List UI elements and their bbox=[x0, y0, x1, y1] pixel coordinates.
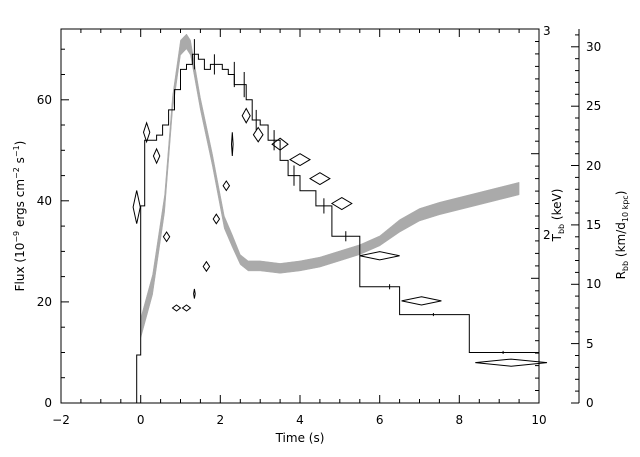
plot-content bbox=[132, 33, 548, 403]
temperature-tick-label: 2 bbox=[543, 228, 551, 242]
radius-diamond bbox=[289, 153, 311, 167]
radius-tick-label: 15 bbox=[586, 218, 601, 232]
radius-tick-label: 30 bbox=[586, 40, 601, 54]
x-tick-label: 2 bbox=[216, 413, 224, 427]
radius-diamond bbox=[222, 180, 231, 192]
x-tick-label: 10 bbox=[531, 413, 546, 427]
flux-histogram bbox=[136, 53, 539, 403]
y-left-tick-label: 20 bbox=[37, 295, 52, 309]
radius-diamond bbox=[142, 121, 151, 144]
radius-diamond bbox=[212, 213, 221, 225]
axis-ticks bbox=[60, 28, 579, 404]
radius-diamond bbox=[252, 126, 264, 143]
x-tick-label: 8 bbox=[455, 413, 463, 427]
radius-diamond bbox=[162, 231, 171, 243]
radius-tick-label: 0 bbox=[586, 396, 594, 410]
temperature-axis-title: Tbb (keV) bbox=[550, 189, 566, 243]
y-left-tick-label: 40 bbox=[37, 194, 52, 208]
radius-diamond bbox=[152, 147, 161, 165]
radius-diamond bbox=[202, 260, 211, 273]
radius-diamond bbox=[359, 251, 400, 261]
y-left-axis-title: Flux (10−9 ergs cm−2 s−1) bbox=[12, 141, 27, 292]
x-tick-label: 0 bbox=[137, 413, 145, 427]
radius-diamond bbox=[241, 107, 251, 124]
radius-tick-label: 10 bbox=[586, 277, 601, 291]
radius-axis-title: Rbb (km/d10 kpc) bbox=[614, 191, 630, 280]
y-right-temperature-tick-labels: 2 3 bbox=[543, 24, 551, 242]
y-right-radius-tick-labels: 0 5 10 15 20 25 30 bbox=[586, 40, 601, 410]
radius-diamond bbox=[171, 304, 182, 312]
y-left-tick-label: 0 bbox=[44, 396, 52, 410]
temperature-band bbox=[140, 33, 520, 339]
y-left-tick-labels: 0 20 40 60 bbox=[37, 93, 52, 410]
radius-diamond bbox=[271, 137, 289, 151]
x-axis-title: Time (s) bbox=[275, 431, 325, 445]
x-tick-label: −2 bbox=[52, 413, 70, 427]
radius-diamond bbox=[309, 172, 331, 186]
radius-tick-label: 20 bbox=[586, 159, 601, 173]
temperature-tick-label: 3 bbox=[543, 24, 551, 38]
y-left-tick-label: 60 bbox=[37, 93, 52, 107]
radius-diamond bbox=[401, 296, 442, 306]
radius-tick-label: 25 bbox=[586, 99, 601, 113]
radius-diamond bbox=[193, 288, 196, 299]
radius-diamond bbox=[230, 132, 234, 157]
x-tick-label: 4 bbox=[296, 413, 304, 427]
radius-diamond bbox=[330, 197, 353, 211]
radius-tick-label: 5 bbox=[586, 337, 594, 351]
radius-diamond bbox=[132, 190, 141, 224]
x-tick-labels: −2 0 2 4 6 8 10 bbox=[52, 413, 546, 427]
radius-diamond bbox=[475, 358, 548, 367]
radius-diamond bbox=[181, 304, 192, 312]
x-tick-label: 6 bbox=[376, 413, 384, 427]
